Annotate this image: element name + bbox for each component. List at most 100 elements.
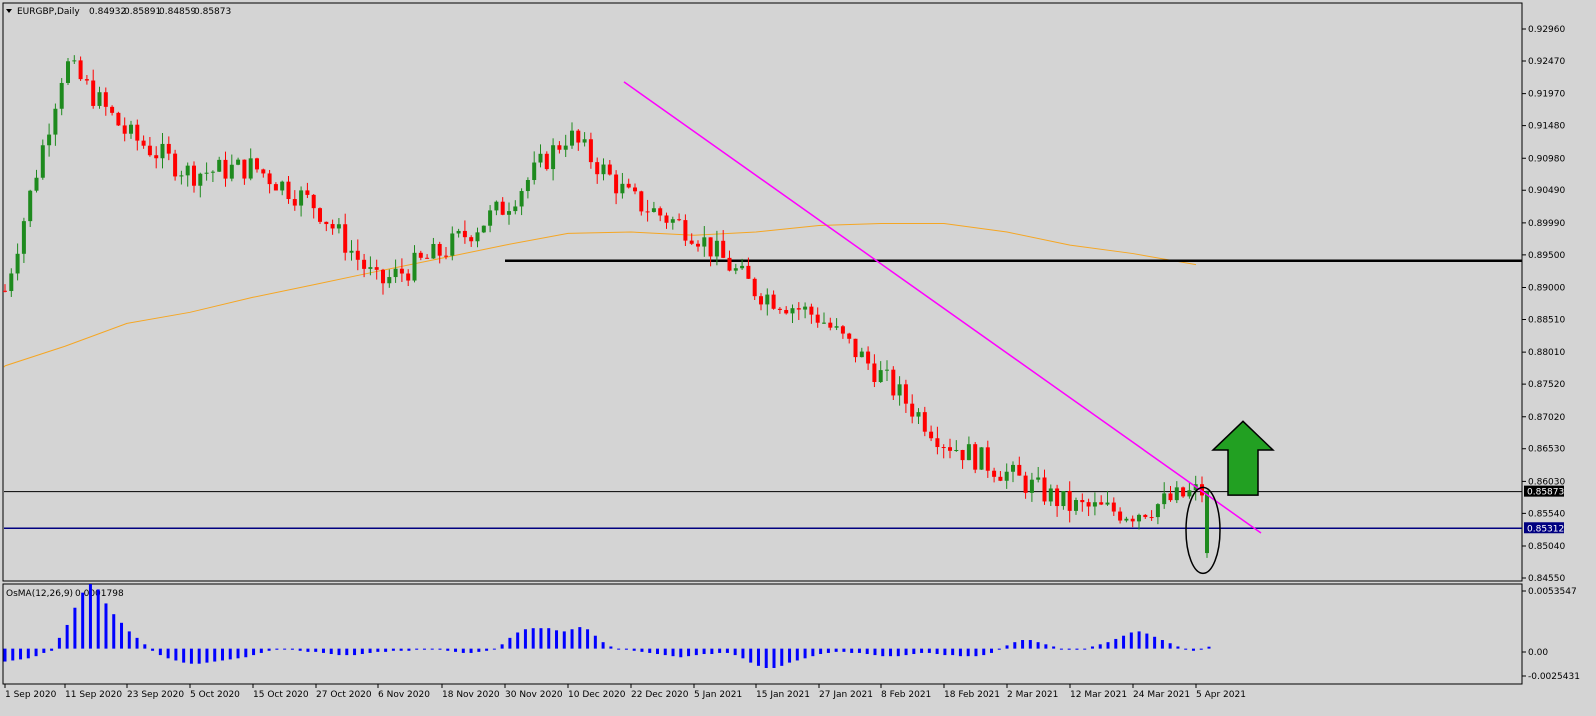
- downtrend-line[interactable]: [623, 81, 1262, 534]
- low-value: 0.84859: [159, 7, 196, 17]
- osma-bar: [671, 648, 675, 657]
- bull-candle: [1011, 464, 1015, 472]
- osma-bar: [663, 648, 667, 656]
- bull-candle: [129, 124, 133, 134]
- osma-bar: [73, 607, 77, 649]
- osma-bar: [26, 648, 30, 659]
- price-tick-label: 0.87520: [1528, 380, 1565, 390]
- bull-candle: [387, 277, 392, 284]
- bear-candle: [544, 153, 549, 170]
- bull-candle: [217, 159, 222, 172]
- osma-bar: [88, 584, 92, 649]
- price-tick-label: 0.86030: [1528, 477, 1565, 487]
- bear-candle: [872, 363, 877, 382]
- bull-candle: [513, 206, 518, 212]
- osma-bar: [531, 628, 535, 649]
- bull-candle: [570, 130, 574, 146]
- bear-candle: [727, 257, 732, 271]
- bear-candle: [784, 309, 789, 314]
- osma-bar: [415, 648, 419, 650]
- bear-candle: [626, 183, 631, 188]
- osma-bar: [1021, 640, 1025, 649]
- time-tick-label: 6 Nov 2020: [378, 690, 430, 700]
- bull-candle: [519, 191, 524, 207]
- bear-candle: [84, 79, 89, 81]
- time-tick-label: 18 Feb 2021: [944, 690, 1000, 700]
- bear-candle: [777, 308, 782, 310]
- candles-group: [3, 55, 1209, 558]
- bull-candle: [1174, 487, 1179, 501]
- bear-candle: [840, 326, 845, 334]
- osma-bar: [228, 648, 232, 660]
- bear-candle: [192, 165, 196, 186]
- bull-candle: [456, 230, 461, 234]
- osma-axis: 0.0053547 0.00 -0.0025431: [1522, 587, 1580, 682]
- bull-candle: [803, 306, 808, 310]
- osma-bar: [702, 648, 706, 655]
- menu-triangle-icon[interactable]: [6, 9, 12, 13]
- time-tick-label: 11 Sep 2020: [65, 690, 122, 700]
- time-tick-label: 15 Oct 2020: [253, 690, 309, 700]
- bear-candle: [614, 174, 619, 194]
- bull-candle: [897, 384, 902, 396]
- osma-bar: [819, 648, 823, 655]
- osma-bar: [1199, 648, 1203, 650]
- bear-candle: [1130, 518, 1135, 522]
- price-tick-label: 0.88010: [1528, 348, 1565, 358]
- breakout-candle: [1205, 491, 1209, 554]
- osma-bar: [624, 648, 628, 650]
- osma-bar: [454, 648, 458, 652]
- bear-candle: [910, 403, 915, 417]
- price-axis: 0.92960 0.92470 0.91970 0.91480 0.90980 0.904…: [1522, 25, 1565, 584]
- osma-bar: [321, 648, 325, 653]
- osma-bar: [306, 648, 310, 652]
- time-tick-label: 24 Mar 2021: [1133, 690, 1190, 700]
- bear-candle: [752, 278, 757, 297]
- osma-bar: [516, 632, 520, 649]
- osma-bar: [1114, 638, 1118, 649]
- osma-bar: [337, 648, 341, 656]
- bear-candle: [78, 60, 83, 80]
- bull-candle: [859, 351, 864, 358]
- bull-candle: [198, 173, 203, 186]
- bear-candle: [639, 191, 644, 212]
- bear-candle: [935, 438, 940, 448]
- osma-bar: [298, 648, 302, 651]
- osma-bar: [508, 637, 512, 649]
- osma-bar: [11, 648, 15, 661]
- bear-candle: [362, 259, 367, 269]
- bear-candle: [973, 444, 978, 470]
- symbol-label: EURGBP,Daily: [17, 7, 80, 17]
- osma-tick-bottom: -0.0025431: [1528, 672, 1580, 682]
- price-tick-label: 0.91480: [1528, 122, 1565, 132]
- bear-candle: [273, 184, 278, 191]
- osma-bar: [966, 648, 970, 657]
- bear-candle: [1181, 487, 1186, 497]
- osma-bar: [974, 648, 978, 657]
- bull-candle: [431, 243, 436, 259]
- bear-candle: [941, 447, 946, 449]
- time-tick-label: 18 Nov 2020: [442, 690, 500, 700]
- bull-candle: [651, 208, 656, 212]
- bear-candle: [746, 265, 751, 279]
- up-arrow-icon: [1211, 420, 1275, 496]
- bear-candle: [658, 208, 663, 216]
- osma-bar: [376, 648, 380, 652]
- price-tick-label: 0.89000: [1528, 284, 1565, 294]
- bull-candle: [765, 294, 770, 305]
- osma-bar: [197, 648, 201, 664]
- osma-bar: [1036, 642, 1040, 649]
- bull-candle: [878, 370, 883, 382]
- price-tick-label: 0.91970: [1528, 90, 1565, 100]
- osma-bar: [842, 648, 846, 652]
- osma-bar: [1168, 643, 1172, 649]
- bear-candle: [462, 230, 467, 238]
- osma-bar: [788, 648, 792, 663]
- bull-candle: [160, 143, 165, 159]
- osma-bar: [1184, 648, 1188, 650]
- osma-bar: [360, 648, 364, 655]
- bull-candle: [412, 252, 417, 281]
- bull-candle: [563, 145, 568, 150]
- bear-candle: [866, 351, 871, 364]
